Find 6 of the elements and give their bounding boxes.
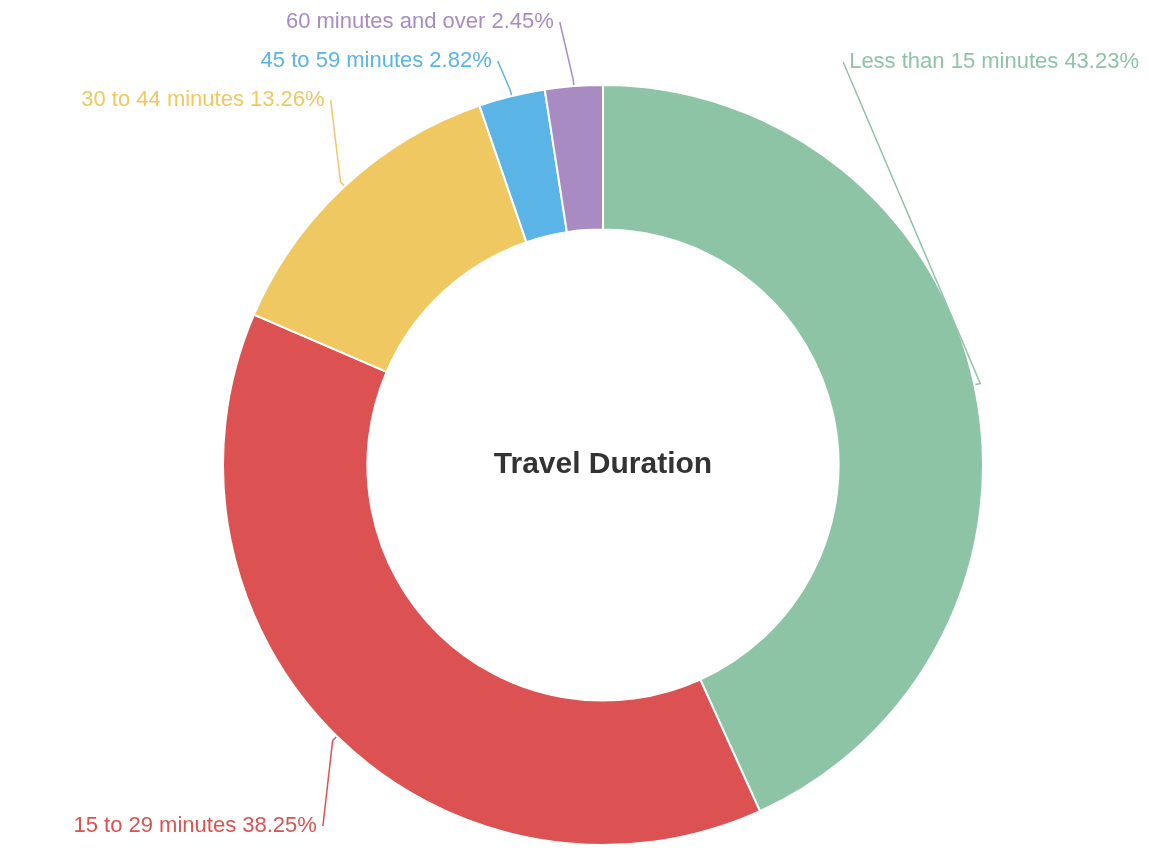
slice-label: 15 to 29 minutes 38.25% (73, 812, 317, 838)
slice-label: 30 to 44 minutes 13.26% (81, 86, 325, 112)
slice-label: Less than 15 minutes 43.23% (849, 48, 1139, 74)
slice-label: 45 to 59 minutes 2.82% (260, 47, 492, 73)
slice-label: 60 minutes and over 2.45% (285, 8, 554, 34)
text: Travel Duration (493, 446, 713, 480)
